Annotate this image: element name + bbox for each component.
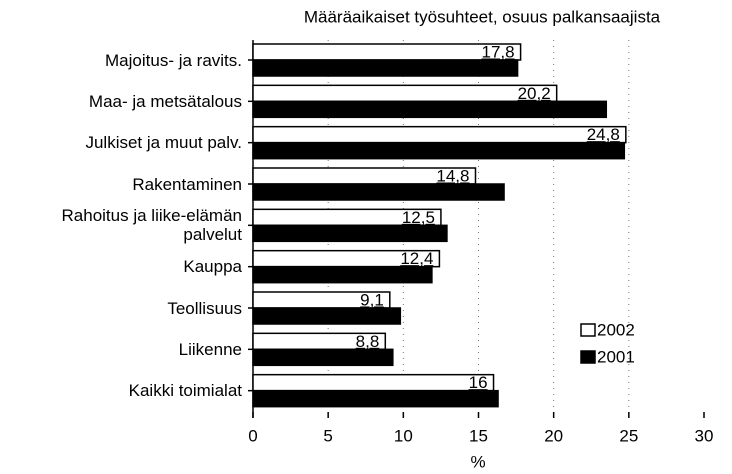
value-label: 9,1 xyxy=(360,290,384,309)
value-label: 14,8 xyxy=(436,166,469,185)
x-tick-label: 30 xyxy=(695,426,714,445)
bar xyxy=(252,84,558,103)
value-label: 8,8 xyxy=(356,332,380,351)
value-label: 20,2 xyxy=(518,84,551,103)
x-tick-label: 0 xyxy=(248,426,257,445)
bar xyxy=(252,59,519,77)
x-tick-label: 20 xyxy=(544,426,563,445)
chart-title: Määräaikaiset työsuhteet, osuus palkansa… xyxy=(304,7,661,26)
bar xyxy=(252,265,433,284)
category-label: Teollisuus xyxy=(167,298,242,318)
bar xyxy=(252,389,499,408)
value-label: 16 xyxy=(469,373,488,392)
legend-swatch xyxy=(580,323,596,337)
legend-swatch xyxy=(580,350,596,364)
x-axis-label: % xyxy=(470,452,485,471)
bar xyxy=(252,43,522,61)
bar xyxy=(252,100,608,119)
x-tick-label: 25 xyxy=(619,426,638,445)
category-label: Kauppa xyxy=(183,257,242,277)
legend-label: 2002 xyxy=(597,320,635,339)
value-label: 24,8 xyxy=(587,125,620,144)
category-label: Rakentaminen xyxy=(132,174,242,194)
bar xyxy=(252,183,505,201)
bar xyxy=(252,348,394,367)
value-label: 12,5 xyxy=(402,208,435,227)
x-tick-label: 15 xyxy=(469,426,488,445)
bar xyxy=(252,307,402,325)
bar xyxy=(252,141,626,160)
bar xyxy=(252,125,627,144)
value-label: 12,4 xyxy=(400,249,433,268)
x-tick-label: 10 xyxy=(394,426,413,445)
category-label: Majoitus- ja ravits. xyxy=(105,50,242,70)
category-label: Rahoitus ja liike-elämän palvelut xyxy=(61,206,242,245)
category-label: Julkiset ja muut palv. xyxy=(85,133,242,153)
category-label: Kaikki toimialat xyxy=(128,381,242,401)
category-label: Liikenne xyxy=(178,339,242,359)
legend-label: 2001 xyxy=(597,347,635,366)
bar xyxy=(252,224,448,243)
x-tick-label: 5 xyxy=(323,426,332,445)
category-label: Maa- ja metsätalous xyxy=(88,91,242,111)
bar xyxy=(252,373,495,392)
value-label: 17,8 xyxy=(481,42,514,61)
